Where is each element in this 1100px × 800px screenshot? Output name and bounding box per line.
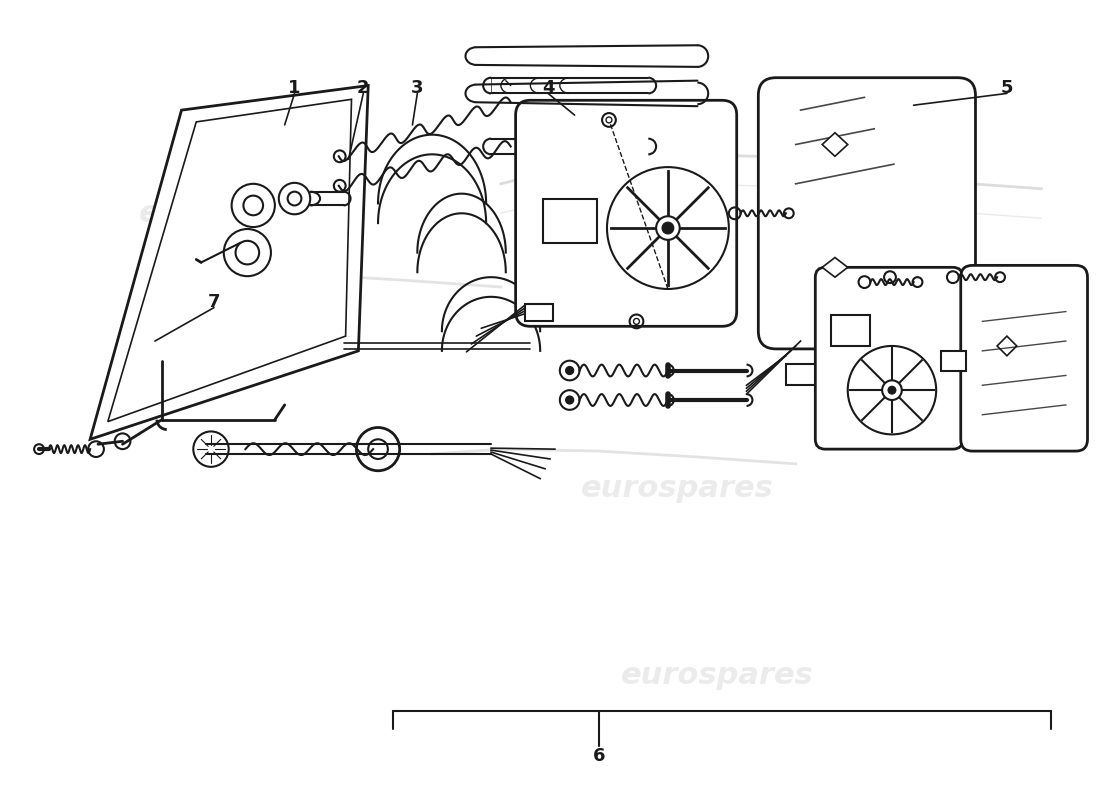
FancyBboxPatch shape — [758, 78, 976, 349]
Text: 5: 5 — [1001, 78, 1013, 97]
Circle shape — [634, 318, 639, 324]
FancyBboxPatch shape — [516, 100, 737, 326]
FancyBboxPatch shape — [960, 266, 1088, 451]
Text: eurospares: eurospares — [620, 661, 813, 690]
Bar — [942, 351, 966, 370]
Circle shape — [606, 117, 612, 123]
Text: 2: 2 — [358, 78, 370, 97]
Circle shape — [662, 222, 674, 234]
Bar — [830, 314, 870, 346]
Bar — [526, 304, 553, 322]
Circle shape — [565, 396, 573, 404]
Text: 3: 3 — [411, 78, 424, 97]
Text: 6: 6 — [593, 746, 605, 765]
FancyBboxPatch shape — [815, 267, 962, 449]
Circle shape — [565, 366, 573, 374]
Polygon shape — [822, 133, 848, 156]
Polygon shape — [90, 86, 368, 439]
Text: 4: 4 — [542, 78, 554, 97]
Text: 7: 7 — [208, 293, 220, 310]
Polygon shape — [997, 336, 1016, 356]
Circle shape — [882, 380, 902, 400]
Text: eurospares: eurospares — [582, 474, 774, 503]
Text: 1: 1 — [288, 78, 300, 97]
Circle shape — [888, 386, 895, 394]
Polygon shape — [822, 258, 848, 277]
Text: eurospares: eurospares — [140, 198, 332, 228]
Bar — [785, 364, 815, 386]
Bar — [543, 198, 597, 242]
Circle shape — [656, 216, 680, 240]
